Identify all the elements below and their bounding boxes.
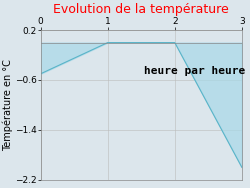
Y-axis label: Température en °C: Température en °C (3, 59, 13, 151)
Title: Evolution de la température: Evolution de la température (54, 3, 229, 16)
Text: heure par heure: heure par heure (144, 66, 246, 76)
